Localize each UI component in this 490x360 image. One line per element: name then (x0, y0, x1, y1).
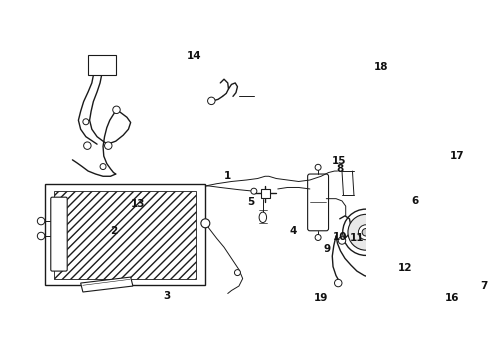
Ellipse shape (259, 212, 267, 222)
Text: 17: 17 (450, 151, 465, 161)
Text: 19: 19 (314, 293, 328, 303)
Ellipse shape (100, 163, 106, 170)
Text: 6: 6 (412, 196, 419, 206)
Text: 18: 18 (373, 62, 388, 72)
Text: 3: 3 (163, 291, 170, 301)
Text: 1: 1 (224, 171, 231, 181)
FancyBboxPatch shape (51, 197, 67, 271)
Ellipse shape (104, 142, 112, 149)
Text: 11: 11 (350, 233, 364, 243)
FancyBboxPatch shape (308, 174, 328, 231)
Bar (45, 184, 205, 284)
Ellipse shape (343, 209, 389, 255)
Ellipse shape (37, 232, 45, 240)
Ellipse shape (83, 119, 89, 125)
Ellipse shape (335, 279, 342, 287)
Text: 4: 4 (289, 226, 296, 236)
Text: 8: 8 (337, 164, 344, 174)
Ellipse shape (251, 188, 257, 194)
Text: 14: 14 (187, 51, 201, 61)
Ellipse shape (358, 225, 373, 240)
Text: 7: 7 (480, 281, 488, 291)
Bar (392, 253, 418, 268)
Ellipse shape (338, 237, 346, 244)
Ellipse shape (201, 219, 210, 228)
Ellipse shape (315, 234, 321, 240)
Ellipse shape (234, 270, 241, 275)
Ellipse shape (362, 229, 369, 236)
Text: 12: 12 (398, 263, 413, 273)
Bar (88, 55, 117, 76)
Bar (54, 191, 196, 279)
Ellipse shape (208, 97, 215, 105)
Polygon shape (81, 277, 133, 292)
Text: 15: 15 (332, 156, 346, 166)
Text: 2: 2 (111, 226, 118, 236)
Ellipse shape (348, 214, 384, 250)
Bar (261, 189, 270, 198)
Text: 5: 5 (247, 197, 254, 207)
Ellipse shape (113, 106, 120, 113)
Ellipse shape (84, 142, 91, 149)
Polygon shape (377, 206, 433, 256)
Ellipse shape (37, 217, 45, 225)
Text: 9: 9 (323, 244, 331, 254)
Text: 16: 16 (444, 293, 459, 303)
Text: 10: 10 (333, 233, 348, 243)
Ellipse shape (315, 164, 321, 170)
Text: 13: 13 (131, 199, 146, 209)
